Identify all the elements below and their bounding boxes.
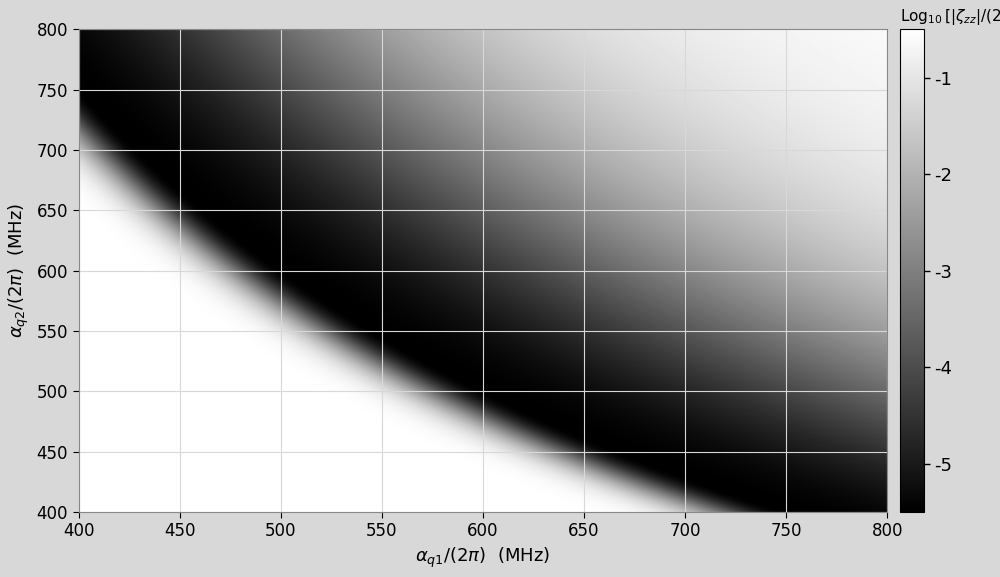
X-axis label: $\alpha_{q1}/(2\pi)$  (MHz): $\alpha_{q1}/(2\pi)$ (MHz)	[415, 546, 550, 570]
Text: $\mathrm{Log}_{10}\,[|\zeta_{zz}|/(2\pi)]$  (MHz): $\mathrm{Log}_{10}\,[|\zeta_{zz}|/(2\pi)…	[900, 7, 1000, 27]
Y-axis label: $\alpha_{q2}/(2\pi)$  (MHz): $\alpha_{q2}/(2\pi)$ (MHz)	[7, 203, 31, 338]
